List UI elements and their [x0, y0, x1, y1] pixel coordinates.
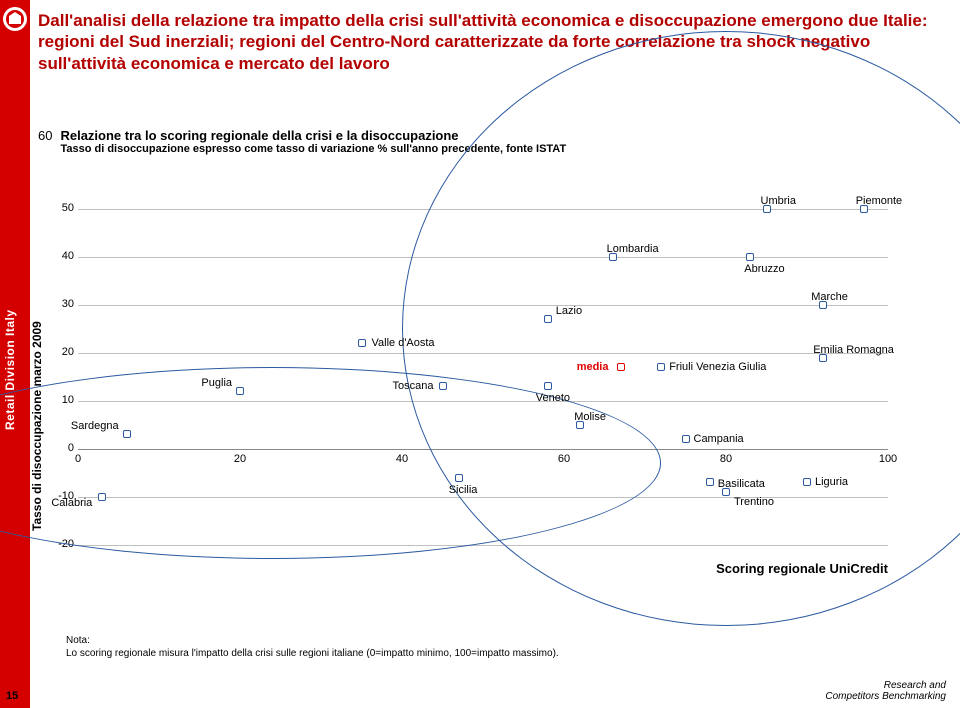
main-content: Dall'analisi della relazione tra impatto… — [38, 10, 948, 700]
data-point-label: Liguria — [815, 476, 848, 488]
footnote-label: Nota: — [66, 635, 90, 646]
data-point-label: Campania — [694, 433, 744, 445]
plot-area: -20-100102030405060020406080100CalabriaS… — [78, 161, 888, 545]
footer-line2: Competitors Benchmarking — [825, 691, 946, 702]
data-point — [722, 488, 730, 496]
unicredit-logo-icon — [2, 6, 28, 32]
scatter-chart: Tasso di disoccupazione marzo 2009 -20-1… — [46, 161, 948, 581]
data-point-label: Emilia Romagna — [813, 344, 894, 356]
data-point-label: Abruzzo — [744, 263, 784, 275]
data-point-label: Valle d'Aosta — [372, 337, 435, 349]
data-point-label: Lombardia — [607, 243, 659, 255]
x-axis-label: Scoring regionale UniCredit — [78, 561, 888, 576]
data-point — [544, 315, 552, 323]
footnote: Nota: Lo scoring regionale misura l'impa… — [66, 635, 559, 660]
data-point-label: Marche — [811, 291, 848, 303]
data-point — [123, 430, 131, 438]
data-point — [358, 339, 366, 347]
data-point-label: Toscana — [393, 380, 434, 392]
footer-line1: Research and — [884, 680, 946, 691]
data-point — [682, 435, 690, 443]
data-point-label: Trentino — [734, 496, 774, 508]
data-point-label: Molise — [574, 411, 606, 423]
footnote-text: Lo scoring regionale misura l'impatto de… — [66, 648, 559, 659]
data-point-label: Friuli Venezia Giulia — [669, 361, 766, 373]
data-point-label: Sicilia — [449, 484, 478, 496]
brand-sidebar: Retail Division Italy — [0, 0, 30, 708]
data-point — [657, 363, 665, 371]
page-number: 15 — [6, 690, 18, 702]
media-point — [617, 363, 625, 371]
data-point — [98, 493, 106, 501]
data-point — [236, 387, 244, 395]
chart-header-tick: 60 — [38, 128, 52, 143]
data-point-label: Puglia — [201, 377, 232, 389]
data-point — [544, 382, 552, 390]
data-point — [803, 478, 811, 486]
data-point — [455, 474, 463, 482]
data-point-label: Veneto — [536, 392, 570, 404]
y-tick-label: 40 — [50, 250, 74, 262]
data-point-label: Umbria — [761, 195, 796, 207]
data-point-label: Lazio — [556, 305, 582, 317]
y-tick-label: 50 — [50, 202, 74, 214]
y-tick-label: 30 — [50, 298, 74, 310]
data-point-label: Calabria — [51, 497, 92, 509]
y-tick-label: 20 — [50, 346, 74, 358]
footer-right: Research and Competitors Benchmarking — [825, 680, 946, 702]
media-label: media — [577, 361, 609, 373]
data-point-label: Piemonte — [856, 195, 902, 207]
data-point-label: Sardegna — [71, 420, 119, 432]
data-point — [706, 478, 714, 486]
data-point — [746, 253, 754, 261]
data-point — [439, 382, 447, 390]
